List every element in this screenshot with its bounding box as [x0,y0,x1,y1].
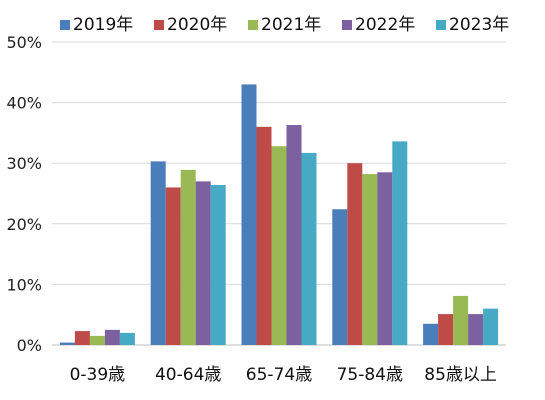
bars [59,84,499,346]
bar [241,84,257,346]
legend-label: 2021年 [261,15,321,35]
bar [347,163,363,345]
bar [195,181,211,345]
legend-swatch [342,20,352,30]
legend-label: 2022年 [355,15,415,35]
legend-swatch [436,20,446,30]
y-tick-label: 20% [6,215,42,234]
bar [301,152,317,345]
bar [362,174,378,345]
x-category-label: 65-74歳 [246,365,312,385]
bar [438,314,454,345]
bar [104,329,120,345]
bar [271,146,287,345]
bar [377,172,393,345]
legend-label: 2019年 [73,15,133,35]
bar [332,209,348,345]
bar [453,295,469,345]
bar [483,308,499,345]
bar [59,342,75,345]
bar [89,335,105,345]
y-tick-label: 40% [6,94,42,113]
bar [210,185,226,345]
bar [468,314,484,345]
x-category-label: 75-84歳 [337,365,403,385]
legend-label: 2023年 [449,15,509,35]
y-tick-label: 10% [6,275,42,294]
legend-swatch [60,20,70,30]
x-category-label: 85歳以上 [424,365,497,385]
bar [74,331,90,345]
y-axis-ticks: 0% 10% 20% 30% 40% 50% [6,33,42,355]
y-tick-label: 50% [6,33,42,52]
x-category-label: 40-64歳 [155,365,221,385]
x-axis-categories: 0-39歳 40-64歳 65-74歳 75-84歳 85歳以上 [70,365,497,385]
bar [392,141,408,345]
bar [423,323,439,345]
legend-label: 2020年 [167,15,227,35]
legend-swatch [248,20,258,30]
bar [119,332,135,345]
bar [286,125,302,345]
bar [165,187,181,345]
bar [150,161,166,345]
y-tick-label: 30% [6,154,42,173]
bar [256,126,272,345]
legend: 2019年 2020年 2021年 2022年 2023年 [60,15,509,35]
bar [180,169,196,345]
x-category-label: 0-39歳 [70,365,126,385]
legend-swatch [154,20,164,30]
y-tick-label: 0% [17,336,42,355]
